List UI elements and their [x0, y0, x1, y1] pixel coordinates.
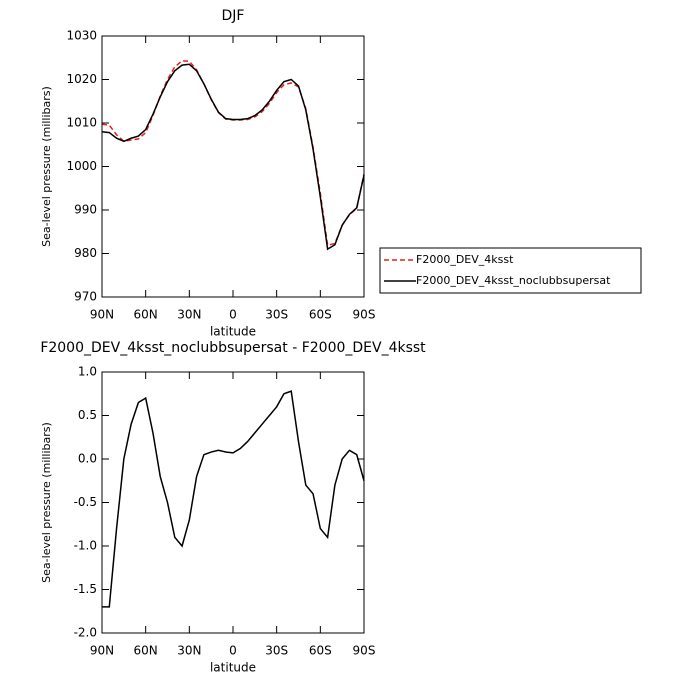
- x-tick-label: 30N: [177, 308, 201, 322]
- x-tick-label: 90N: [90, 644, 114, 658]
- y-tick-label: -0.5: [74, 495, 97, 509]
- y-tick-label: 980: [74, 246, 97, 260]
- x-axis-label: latitude: [210, 325, 256, 339]
- y-tick-label: 1030: [66, 29, 97, 43]
- y-tick-label: -2.0: [74, 626, 97, 640]
- x-tick-label: 60S: [309, 308, 332, 322]
- x-tick-label: 90N: [90, 308, 114, 322]
- y-axis-label: Sea-level pressure (millibars): [40, 86, 53, 247]
- x-tick-label: 60N: [134, 308, 158, 322]
- x-tick-label: 30S: [265, 308, 288, 322]
- chart-title: F2000_DEV_4ksst_noclubbsupersat - F2000_…: [40, 340, 426, 356]
- x-tick-label: 30N: [177, 644, 201, 658]
- plot-frame: [101, 371, 365, 634]
- y-tick-label: -1.5: [74, 582, 97, 596]
- legend-label: F2000_DEV_4ksst: [416, 253, 514, 266]
- legend-label: F2000_DEV_4ksst_noclubbsupersat: [416, 274, 611, 287]
- y-tick-label: 990: [74, 203, 97, 217]
- data-line: [101, 63, 365, 251]
- x-tick-label: 60S: [309, 644, 332, 658]
- legend-box: [379, 247, 642, 294]
- y-tick-label: 0.5: [78, 408, 97, 422]
- y-tick-label: 1020: [66, 72, 97, 86]
- y-tick-label: -1.0: [74, 539, 97, 553]
- data-line: [102, 390, 365, 608]
- x-axis-label: latitude: [210, 661, 256, 675]
- x-tick-label: 0: [229, 644, 237, 658]
- data-line: [101, 60, 365, 247]
- y-axis-label: Sea-level pressure (millibars): [40, 422, 53, 583]
- y-tick-label: 1000: [66, 159, 97, 173]
- x-tick-label: 60N: [134, 644, 158, 658]
- x-tick-label: 30S: [265, 644, 288, 658]
- plot-frame: [101, 35, 365, 298]
- x-tick-label: 90S: [353, 644, 376, 658]
- chart-title: DJF: [222, 8, 245, 24]
- y-tick-label: 0.0: [78, 452, 97, 466]
- y-tick-label: 1010: [66, 116, 97, 130]
- y-tick-label: 970: [74, 290, 97, 304]
- x-tick-label: 0: [229, 308, 237, 322]
- x-tick-label: 90S: [353, 308, 376, 322]
- y-tick-label: 1.0: [78, 365, 97, 379]
